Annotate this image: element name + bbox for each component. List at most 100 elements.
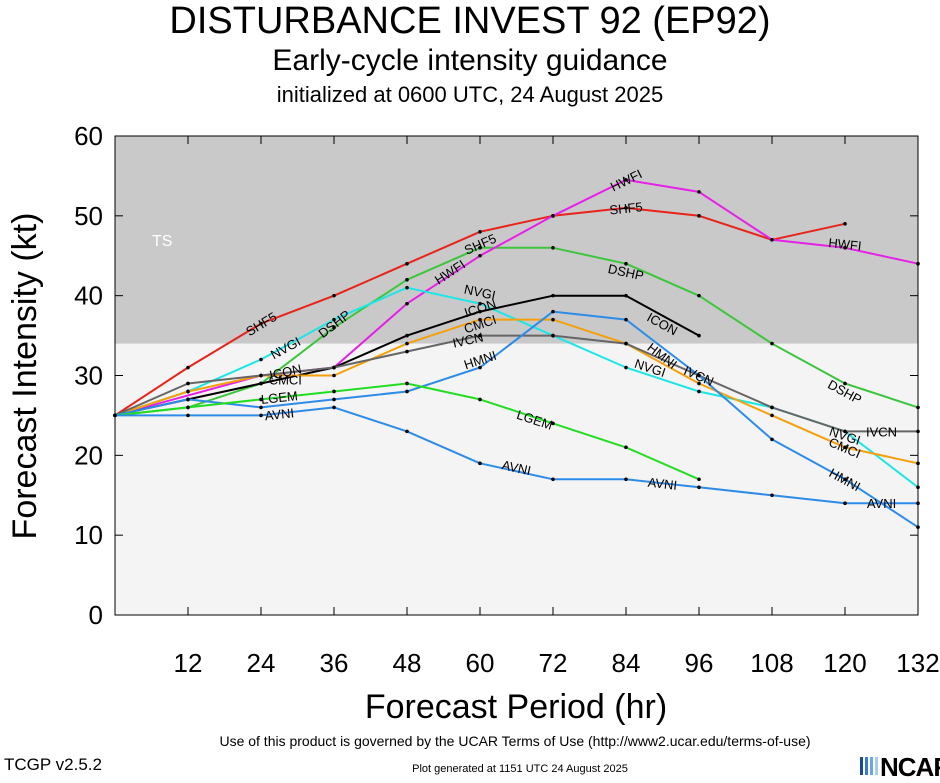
series-label-avni: AVNI xyxy=(647,475,678,493)
series-label-group-lgem: LGEM xyxy=(260,388,298,407)
data-point-avni xyxy=(332,405,336,410)
data-point-hmni xyxy=(332,397,336,402)
data-point-ivcn xyxy=(186,381,190,386)
data-point-avni xyxy=(624,477,628,482)
data-point-avni xyxy=(697,485,701,490)
data-point-icon xyxy=(624,293,628,298)
y-tick-label: 60 xyxy=(74,121,103,151)
data-point-dshp xyxy=(697,293,701,298)
data-point-shf5 xyxy=(624,206,628,210)
y-tick-label: 40 xyxy=(74,281,103,311)
data-point-nvgi xyxy=(405,285,409,290)
data-point-nvgi xyxy=(259,357,263,362)
ncar-logo: NCAR xyxy=(858,752,940,782)
data-point-hwfi xyxy=(843,245,847,250)
x-tick-label: 12 xyxy=(174,648,203,678)
y-tick-label: 30 xyxy=(74,361,103,391)
x-tick-label: 132 xyxy=(896,648,939,678)
data-point-hwfi xyxy=(770,237,774,242)
data-point-hwfi xyxy=(551,214,555,218)
data-point-hmni xyxy=(259,405,263,410)
series-label-group-hwfi: HWFI xyxy=(828,235,863,253)
data-point-dshp xyxy=(770,341,774,346)
x-tick-label: 36 xyxy=(320,648,349,678)
series-label-group-avni: AVNI xyxy=(264,405,295,423)
series-label-group-nvgi: NVGI xyxy=(463,281,497,302)
terms-of-use: Use of this product is governed by the U… xyxy=(219,733,811,749)
data-point-lgem xyxy=(624,445,628,450)
data-point-lgem xyxy=(697,477,701,482)
y-tick-label: 50 xyxy=(74,201,103,231)
data-point-shf5 xyxy=(186,365,190,370)
data-point-avni xyxy=(405,429,409,434)
series-label-avni: AVNI xyxy=(867,496,896,511)
series-label-group-avni: AVNI xyxy=(500,457,532,478)
x-tick-label: 84 xyxy=(612,648,641,678)
series-label-shf5: SHF5 xyxy=(609,199,644,218)
data-point-shf5 xyxy=(843,222,847,226)
data-point-dshp xyxy=(332,325,336,330)
series-label-group-ivcn: IVCN xyxy=(451,329,485,350)
data-point-hmni xyxy=(186,397,190,402)
data-point-dshp xyxy=(551,245,555,250)
series-label-group-ivcn: IVCN xyxy=(866,424,897,439)
data-point-nvgi xyxy=(332,317,336,322)
data-point-icon xyxy=(478,309,482,314)
ts-band xyxy=(115,136,918,344)
data-point-shf5 xyxy=(332,293,336,298)
series-line-avni xyxy=(115,406,918,505)
series-label-avni: AVNI xyxy=(264,405,295,423)
data-point-ivcn xyxy=(624,341,628,346)
data-point-avni xyxy=(843,501,847,506)
chart-title: DISTURBANCE INVEST 92 (EP92) xyxy=(169,0,771,42)
series-label-avni: AVNI xyxy=(500,457,532,478)
series-line-ivcn xyxy=(114,334,918,433)
data-point-shf5 xyxy=(259,321,263,326)
data-point-ivcn xyxy=(405,349,409,354)
data-point-icon xyxy=(259,381,263,386)
data-point-icon xyxy=(551,293,555,298)
generated-time: Plot generated at 1151 UTC 24 August 202… xyxy=(412,763,628,775)
data-point-cmci xyxy=(478,317,482,322)
data-point-cmci xyxy=(770,413,774,418)
series-label-ivcn: IVCN xyxy=(866,424,897,439)
series-label-cmci: CMCI xyxy=(269,373,302,388)
data-point-cmci xyxy=(186,389,190,394)
y-tick-label: 10 xyxy=(74,520,103,550)
data-point-dshp xyxy=(843,381,847,386)
chart-subtitle: Early-cycle intensity guidance xyxy=(272,44,668,77)
x-tick-label: 24 xyxy=(247,648,276,678)
series-line-cmci xyxy=(114,318,919,465)
data-point-lgem xyxy=(405,381,409,386)
series-label-group-shf5: SHF5 xyxy=(609,199,644,218)
data-point-hwfi xyxy=(624,178,628,182)
series-label-ivcn: IVCN xyxy=(451,329,485,350)
data-point-cmci xyxy=(697,381,701,386)
x-tick-label: 72 xyxy=(539,648,568,678)
data-point-ivcn xyxy=(770,405,774,410)
data-point-cmci xyxy=(405,341,409,346)
data-point-ivcn xyxy=(478,333,482,338)
data-point-hwfi xyxy=(405,301,409,306)
series-label-hwfi: HWFI xyxy=(828,235,863,253)
data-point-dshp xyxy=(478,245,482,250)
data-point-shf5 xyxy=(697,214,701,218)
data-point-icon xyxy=(697,333,701,338)
data-point-dshp xyxy=(624,261,628,266)
data-point-avni xyxy=(551,477,555,482)
init-time: initialized at 0600 UTC, 24 August 2025 xyxy=(276,82,664,107)
data-point-shf5 xyxy=(478,230,482,234)
ncar-logo-icon xyxy=(860,757,878,775)
x-axis-label: Forecast Period (hr) xyxy=(365,688,667,726)
data-point-cmci xyxy=(551,317,555,322)
data-point-avni xyxy=(770,493,774,498)
y-tick-label: 20 xyxy=(74,440,103,470)
data-point-shf5 xyxy=(405,261,409,266)
y-tick-label: 0 xyxy=(89,600,103,630)
data-point-lgem xyxy=(186,405,190,410)
data-point-hmni xyxy=(697,373,701,378)
x-tick-label: 48 xyxy=(393,648,422,678)
data-point-ivcn xyxy=(332,365,336,370)
data-point-nvgi xyxy=(624,365,628,370)
